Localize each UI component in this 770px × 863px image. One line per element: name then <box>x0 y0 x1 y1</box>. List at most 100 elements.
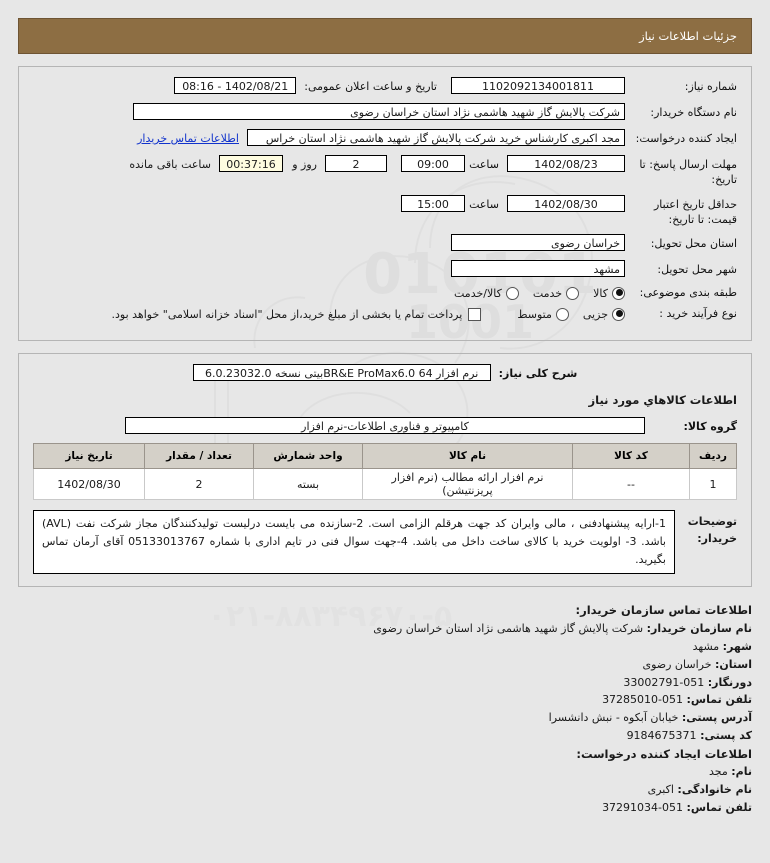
creator-value-lastname: اکبری <box>647 783 674 797</box>
validity-row: حداقل تاریخ اعتبار قیمت: تا تاریخ: 1402/… <box>33 194 737 228</box>
contact-key-address: آدرس پستی: <box>681 711 752 725</box>
group-row: گروه کالا: کامپیوتر و فناوری اطلاعات-نرم… <box>33 417 737 436</box>
page-header: جزئیات اطلاعات نیاز <box>18 18 752 54</box>
validity-label: حداقل تاریخ اعتبار قیمت: تا تاریخ: <box>653 197 737 226</box>
general-desc-row: شرح کلی نیاز: نرم افزار BR&E ProMax6.0 6… <box>33 364 737 383</box>
buyer-contact-link[interactable]: اطلاعات تماس خریدار <box>137 132 239 145</box>
deadline-label: مهلت ارسال پاسخ: تا تاریخ: <box>639 158 737 186</box>
radio-label-kala: کالا <box>593 287 608 301</box>
contact-value-org: شرکت پالایش گاز شهید هاشمی نژاد استان خر… <box>373 622 644 636</box>
deadline-days-value: 2 <box>325 155 387 172</box>
radio-label-jozii: جزیی <box>582 308 608 322</box>
contact-value-postal: 9184675371 <box>626 728 697 742</box>
group-value: کامپیوتر و فناوری اطلاعات-نرم افزار <box>125 417 645 435</box>
validity-date-value: 1402/08/30 <box>507 194 625 212</box>
buyer-org-row: نام دستگاه خریدار: شرکت پالایش گاز شهید … <box>33 103 737 122</box>
contact-section-title: اطلاعات تماس سازمان خریدار: <box>575 603 752 618</box>
buyer-notes-label: توضیحات خریدار: <box>687 515 737 545</box>
radio-option-kala-khedmat[interactable]: کالا/خدمت <box>454 287 519 301</box>
radio-icon-kala[interactable] <box>612 287 625 301</box>
radio-label-khedmat: خدمت <box>532 287 563 301</box>
announce-datetime-value: 1402/08/21 - 08:16 <box>174 77 297 94</box>
days-and-label: روز و <box>292 158 317 171</box>
countdown-timer: 00:37:16 <box>219 155 283 172</box>
cell-need-date: 1402/08/30 <box>33 468 145 501</box>
radio-label-kala-khedmat: کالا/خدمت <box>454 287 502 301</box>
cell-row-no: 1 <box>689 468 737 501</box>
creator-label: ایجاد کننده درخواست: <box>635 132 737 145</box>
remaining-label: ساعت باقی مانده <box>129 158 211 171</box>
items-table: ردیف کد کالا نام کالا واحد شمارش تعداد /… <box>33 443 737 501</box>
contact-line-org: نام سازمان خریدار: شرکت پالایش گاز شهید … <box>18 620 752 638</box>
need-number-row: شماره نیاز: 1102092134001811 تاریخ و ساع… <box>33 77 737 96</box>
creator-section-title: اطلاعات ایجاد کننده درخواست: <box>576 746 752 761</box>
radio-option-kala[interactable]: کالا <box>593 287 625 301</box>
creator-value: مجد اکبری کارشناس خرید شرکت پالایش گاز ش… <box>247 129 625 146</box>
cell-name: نرم افزار ارائه مطالب (نرم افزار پریزنتی… <box>362 468 573 501</box>
goods-section-title: اطلاعات کالاهاي مورد نیاز <box>588 393 737 408</box>
group-label: گروه کالا: <box>683 420 737 434</box>
creator-key-phone: تلفن تماس: <box>686 801 752 815</box>
radio-option-khedmat[interactable]: خدمت <box>532 287 580 301</box>
creator-line-firstname: نام: مجد <box>18 763 752 781</box>
deadline-date-value: 1402/08/23 <box>507 155 625 172</box>
validity-hour-label: ساعت <box>469 197 499 211</box>
contact-line-province: استان: خراسان رضوی <box>18 656 752 674</box>
radio-icon-motavaset[interactable] <box>555 308 569 322</box>
buyer-org-value: شرکت پالایش گاز شهید هاشمی نژاد استان خر… <box>133 103 625 120</box>
creator-value-firstname: مجد <box>708 765 728 779</box>
general-desc-label: شرح کلی نیاز: <box>498 367 578 381</box>
contact-key-org: نام سازمان خریدار: <box>646 622 752 636</box>
treasury-checkbox-option[interactable]: پرداخت تمام یا بخشی از مبلغ خرید،از محل … <box>111 308 482 322</box>
contact-line-city: شهر: مشهد <box>18 638 752 656</box>
contact-section: اطلاعات تماس سازمان خریدار: نام سازمان خ… <box>18 601 752 816</box>
th-code: کد کالا <box>572 443 690 470</box>
contact-value-address: خیابان آبکوه - نبش دانشسرا <box>548 711 679 725</box>
contact-value-city: مشهد <box>692 639 720 653</box>
deadline-time-value: 09:00 <box>401 155 465 172</box>
contact-line-fax: دورنگار: 33002791-051 <box>18 674 752 692</box>
page-title: جزئیات اطلاعات نیاز <box>639 29 737 43</box>
radio-option-motavaset[interactable]: متوسط <box>517 308 569 322</box>
contact-key-postal: کد پستی: <box>700 728 752 742</box>
cell-unit: بسته <box>253 468 363 501</box>
creator-value-phone: 37291034-051 <box>602 801 684 815</box>
radio-label-motavaset: متوسط <box>517 308 552 322</box>
classification-label: طبقه بندی موضوعی: <box>639 286 737 300</box>
table-header-row: ردیف کد کالا نام کالا واحد شمارش تعداد /… <box>33 443 737 470</box>
th-name: نام کالا <box>362 443 573 470</box>
buyer-org-label: نام دستگاه خریدار: <box>650 106 737 119</box>
need-number-label: شماره نیاز: <box>684 80 737 93</box>
buyer-notes-text: 1-ارایه پیشنهادفنی ، مالی وایران کد جهت … <box>33 510 675 575</box>
cell-code: -- <box>572 468 690 501</box>
th-qty: تعداد / مقدار <box>144 443 254 470</box>
creator-key-lastname: نام خانوادگی: <box>677 783 752 797</box>
process-label: نوع فرآیند خرید : <box>659 307 737 321</box>
treasury-checkbox-label: پرداخت تمام یا بخشی از مبلغ خرید،از محل … <box>111 308 463 322</box>
creator-line-phone: تلفن تماس: 37291034-051 <box>18 799 752 817</box>
th-unit: واحد شمارش <box>253 443 363 470</box>
radio-icon-jozii[interactable] <box>612 308 625 322</box>
deadline-hour-label: ساعت <box>469 158 499 171</box>
contact-key-fax: دورنگار: <box>707 675 752 689</box>
general-desc-value: نرم افزار BR&E ProMax6.0 64بیتی نسخه 6.0… <box>192 364 491 382</box>
radio-icon-kala-khedmat[interactable] <box>505 287 519 301</box>
creator-key-firstname: نام: <box>731 765 752 779</box>
page-container: جزئیات اطلاعات نیاز شماره نیاز: 11020921… <box>0 18 770 817</box>
province-value: خراسان رضوی <box>451 234 625 252</box>
table-row: 1 -- نرم افزار ارائه مطالب (نرم افزار پر… <box>33 468 737 501</box>
validity-time-value: 15:00 <box>401 194 465 212</box>
contact-key-city: شهر: <box>722 639 752 653</box>
city-label: شهر محل تحویل: <box>657 263 737 277</box>
th-row-no: ردیف <box>689 443 737 470</box>
announce-datetime-label: تاریخ و ساعت اعلان عمومی: <box>304 80 437 93</box>
need-info-panel: شماره نیاز: 1102092134001811 تاریخ و ساع… <box>18 66 752 342</box>
contact-value-fax: 33002791-051 <box>623 675 705 689</box>
checkbox-icon-treasury[interactable] <box>468 308 482 322</box>
creator-line-lastname: نام خانوادگی: اکبری <box>18 781 752 799</box>
contact-line-postal: کد پستی: 9184675371 <box>18 727 752 745</box>
radio-option-jozii[interactable]: جزیی <box>582 308 625 322</box>
radio-icon-khedmat[interactable] <box>566 287 580 301</box>
need-number-value: 1102092134001811 <box>451 77 625 94</box>
buyer-notes-row: توضیحات خریدار: 1-ارایه پیشنهادفنی ، مال… <box>33 510 737 575</box>
